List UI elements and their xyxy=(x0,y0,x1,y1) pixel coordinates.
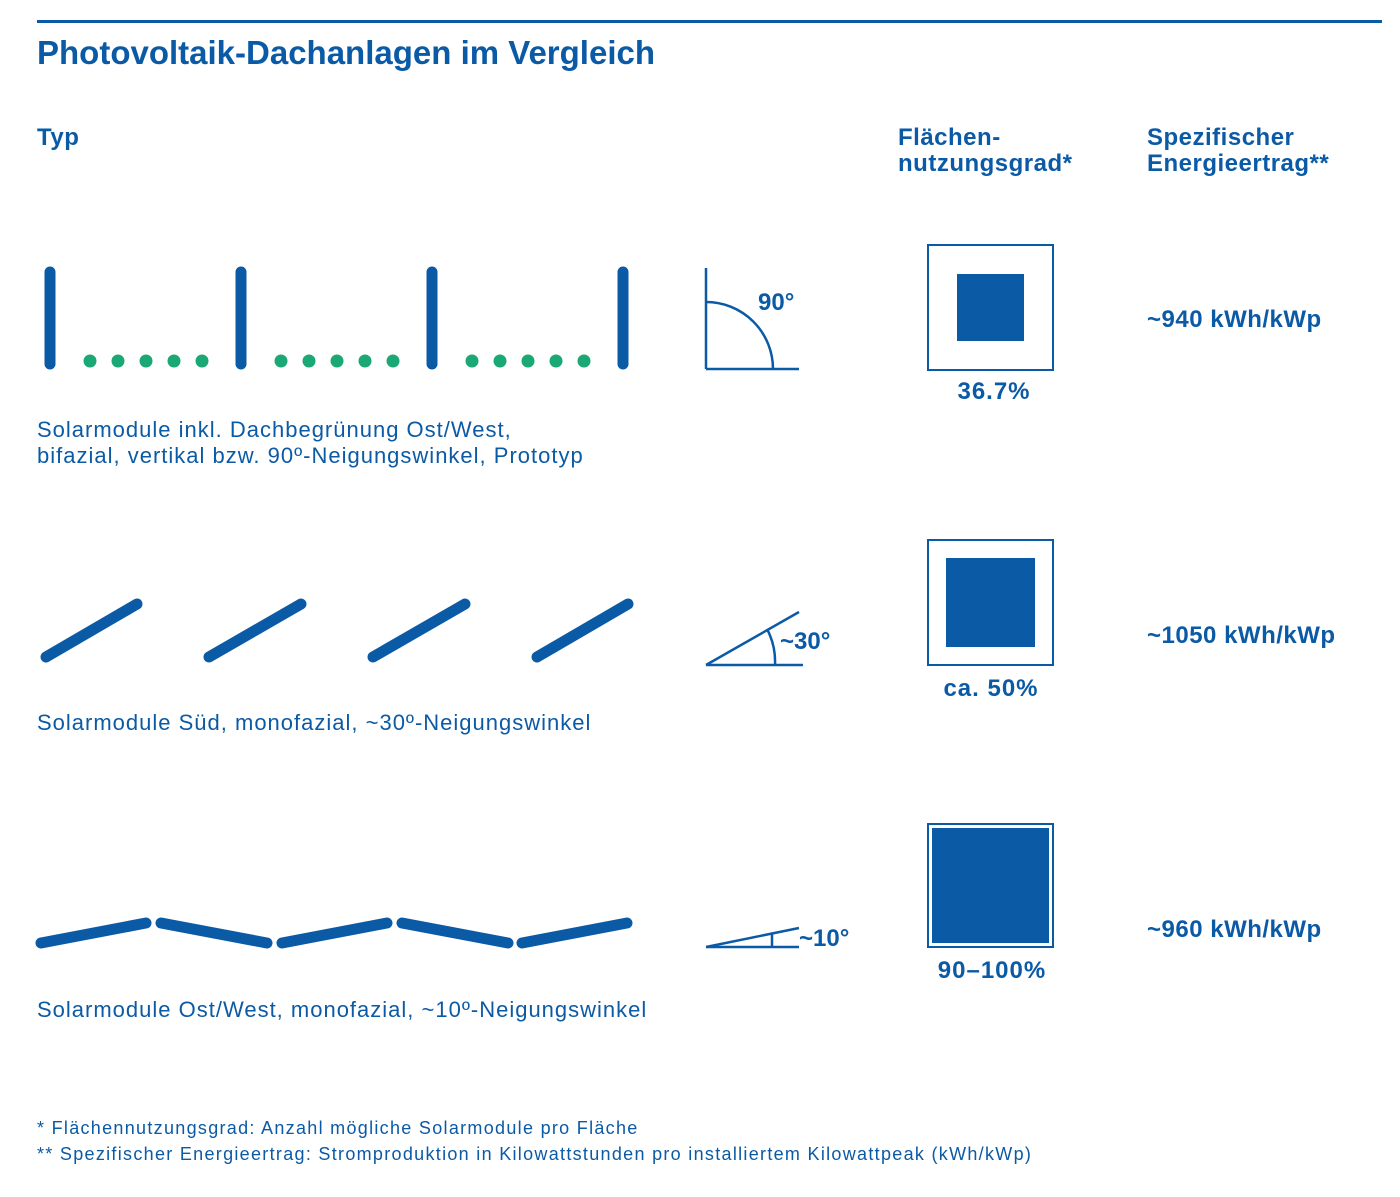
east-west-module xyxy=(35,917,152,949)
column-header-type-label: Typ xyxy=(37,124,80,151)
column-header-coverage-line1: Flächen- xyxy=(898,124,1001,151)
yield-value-row2: ~1050 kWh/kWp xyxy=(1147,622,1336,649)
row3-module-illustration xyxy=(35,917,633,949)
column-header-yield-line2: Energieertrag** xyxy=(1147,150,1330,177)
green-roof-dots xyxy=(83,354,591,368)
footnote-yield: ** Spezifischer Energieertrag: Stromprod… xyxy=(37,1144,1033,1164)
angle-label-row3: ~10° xyxy=(799,925,850,952)
east-west-module xyxy=(396,917,514,949)
yield-value-row1: ~940 kWh/kWp xyxy=(1147,306,1322,333)
angle-icon-90 xyxy=(704,268,799,371)
tilted-module xyxy=(531,598,634,663)
angle-label-row2: ~30° xyxy=(780,628,831,655)
column-header-yield: Spezifischer Energieertrag** xyxy=(1147,125,1329,177)
angle-icon-10 xyxy=(705,926,800,949)
angle-label-row1: 90° xyxy=(758,289,795,316)
row1-module-illustration xyxy=(44,266,629,370)
coverage-value-row1: 36.7% xyxy=(957,378,1031,405)
description-row2-line1: Solarmodule Süd, monofazial, ~30º-Neigun… xyxy=(37,710,592,735)
east-west-module xyxy=(155,917,273,949)
tilted-module xyxy=(367,598,471,663)
top-rule xyxy=(37,20,1382,23)
east-west-module xyxy=(516,917,633,949)
coverage-box-row3 xyxy=(927,823,1054,948)
tilted-module xyxy=(203,598,307,663)
east-west-module xyxy=(276,917,393,949)
coverage-box-row1 xyxy=(927,244,1054,371)
column-header-yield-line1: Spezifischer xyxy=(1147,124,1295,151)
description-row1-line1: Solarmodule inkl. Dachbegrünung Ost/West… xyxy=(37,417,512,442)
description-row3: Solarmodule Ost/West, monofazial, ~10º-N… xyxy=(37,997,647,1023)
coverage-value-row3: 90–100% xyxy=(937,957,1047,984)
description-row1: Solarmodule inkl. Dachbegrünung Ost/West… xyxy=(37,417,584,469)
description-row1-line2: bifazial, vertikal bzw. 90º-Neigungswink… xyxy=(37,443,584,468)
yield-value-row3: ~960 kWh/kWp xyxy=(1147,916,1322,943)
coverage-box-row2 xyxy=(927,539,1054,666)
page-title: Photovoltaik-Dachanlagen im Vergleich xyxy=(37,34,655,71)
description-row3-line1: Solarmodule Ost/West, monofazial, ~10º-N… xyxy=(37,997,648,1022)
angle-icon-30 xyxy=(705,610,803,667)
coverage-value-row2: ca. 50% xyxy=(943,675,1039,702)
row2-module-illustration xyxy=(40,598,634,663)
tilted-module xyxy=(40,598,143,663)
column-header-type: Typ xyxy=(37,125,79,151)
column-header-coverage: Flächen- nutzungsgrad* xyxy=(898,125,1073,177)
description-row2: Solarmodule Süd, monofazial, ~30º-Neigun… xyxy=(37,710,591,736)
column-header-coverage-line2: nutzungsgrad* xyxy=(898,150,1073,177)
footnote-coverage: * Flächennutzungsgrad: Anzahl mögliche S… xyxy=(37,1118,639,1138)
